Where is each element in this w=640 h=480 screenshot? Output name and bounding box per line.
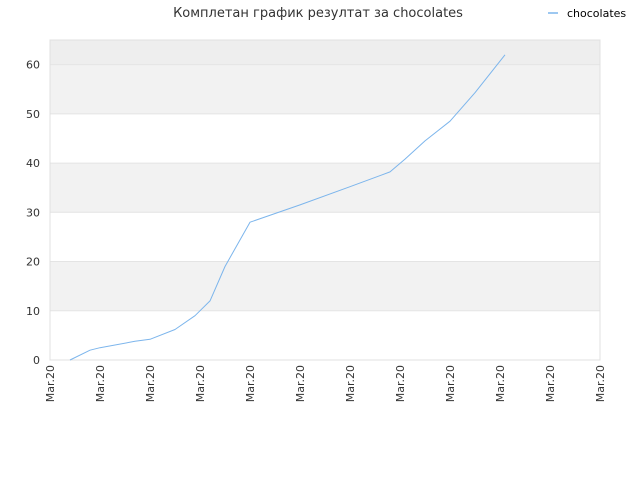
series-layer	[69, 54, 506, 361]
legend-label-chocolates[interactable]: chocolates	[567, 7, 626, 20]
plot-border	[49, 39, 601, 361]
grid-band	[50, 40, 600, 65]
x-tick-label: Mar.20	[494, 365, 507, 402]
chart-title: Комплетан график резултат за chocolates	[173, 6, 463, 21]
x-tick-label: Mar.20	[594, 365, 607, 402]
legend[interactable]: chocolates	[548, 7, 626, 20]
grid-band	[50, 261, 600, 311]
grid-lines	[50, 64, 600, 361]
x-tick-label: Mar.20	[194, 365, 207, 402]
y-tick-label: 20	[26, 256, 40, 269]
x-tick-label: Mar.20	[94, 365, 107, 402]
y-tick-label: 10	[26, 305, 40, 318]
series-line-chocolates[interactable]	[69, 54, 506, 361]
x-tick-label: Mar.20	[144, 365, 157, 402]
grid-band	[50, 163, 600, 213]
x-tick-label: Mar.20	[44, 365, 57, 402]
grid-band	[50, 64, 600, 114]
y-tick-label: 30	[26, 206, 40, 219]
y-tick-label: 50	[26, 108, 40, 121]
x-axis-ticks: Mar.20 Mar.20 Mar.20 Mar.20 Mar.20 Mar.20 Mar.…	[44, 365, 607, 402]
grid-bands	[50, 40, 600, 311]
x-tick-label: Mar.20	[394, 365, 407, 402]
x-tick-label: Mar.20	[444, 365, 457, 402]
x-tick-label: Mar.20	[544, 365, 557, 402]
axes	[49, 39, 601, 361]
y-tick-label: 0	[33, 354, 40, 367]
x-tick-label: Mar.20	[244, 365, 257, 402]
y-tick-label: 60	[26, 59, 40, 72]
y-tick-label: 40	[26, 157, 40, 170]
x-tick-label: Mar.20	[344, 365, 357, 402]
y-axis-ticks: 0 10 20 30 40 50 60	[26, 59, 40, 367]
x-tick-label: Mar.20	[294, 365, 307, 402]
